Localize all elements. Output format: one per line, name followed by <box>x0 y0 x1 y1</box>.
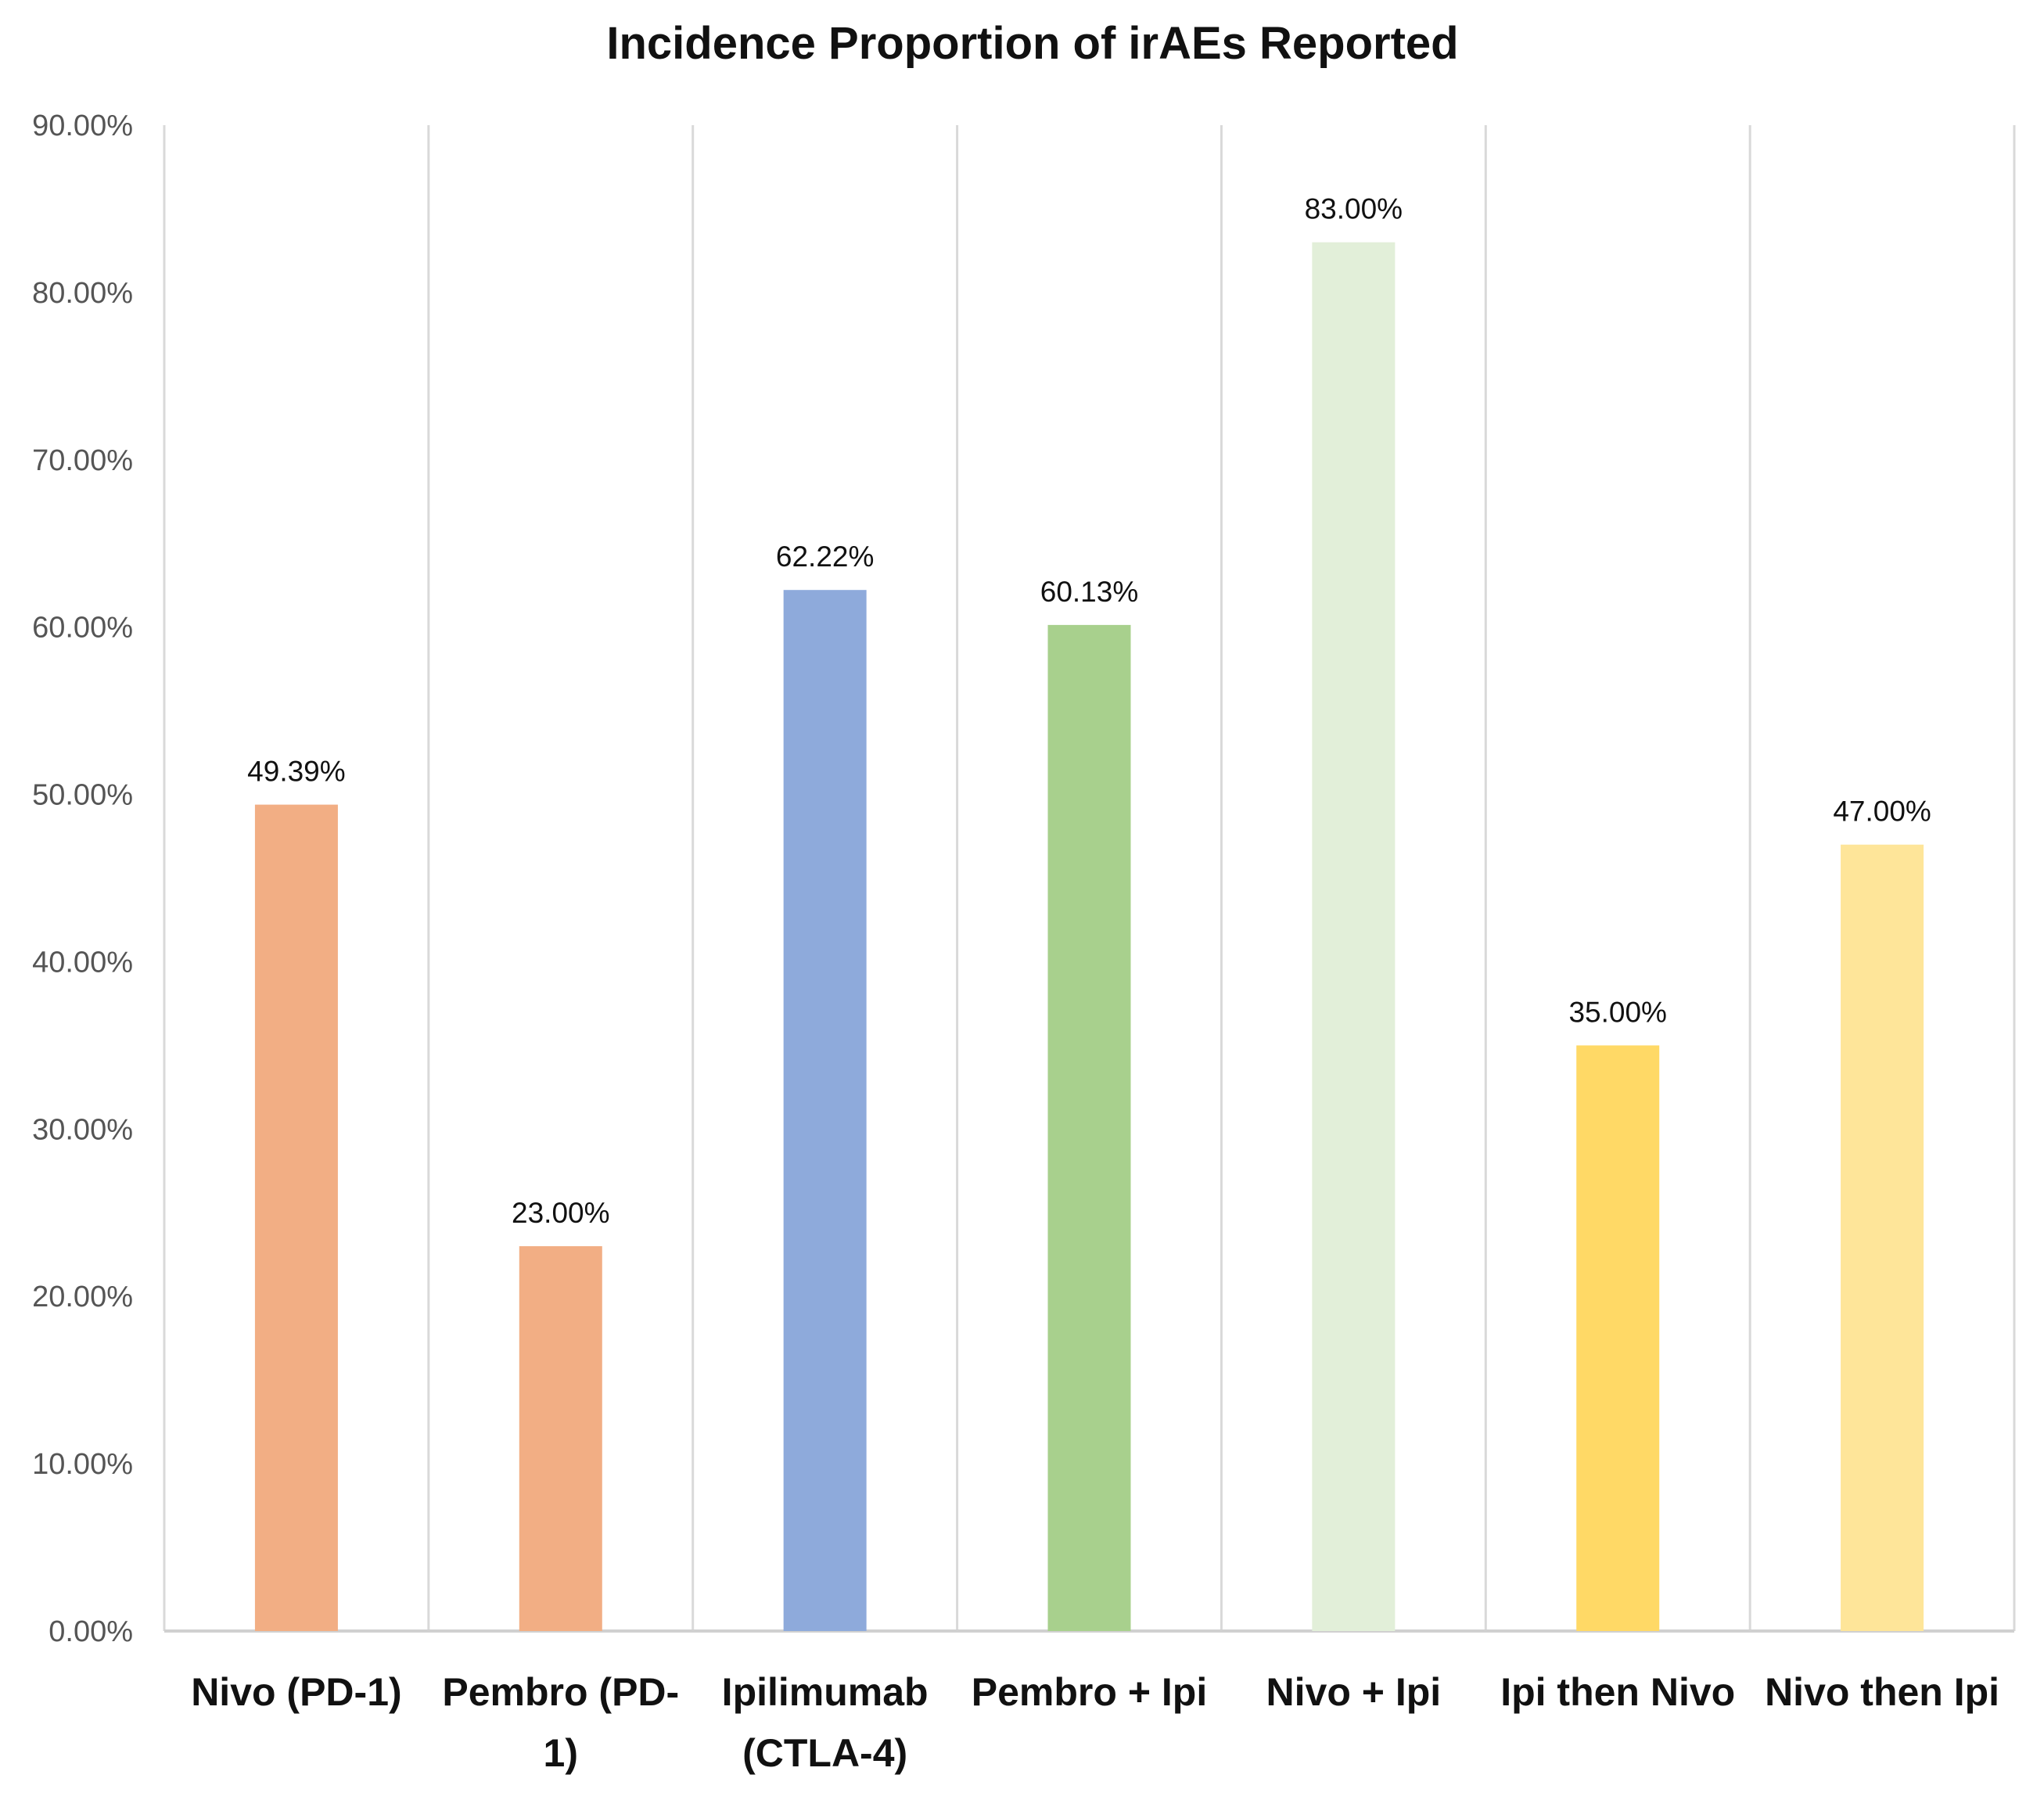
data-label: 23.00% <box>512 1197 610 1229</box>
x-tick-label-line: Nivo + Ipi <box>1266 1670 1442 1714</box>
ytick-layer: 0.00% 10.00% 20.00% 30.00% 40.00% 50.00% 60.00… <box>32 110 133 1648</box>
x-tick-label-line: Ipi then Nivo <box>1500 1670 1735 1714</box>
bar <box>1047 624 1131 1631</box>
y-tick-label: 30.00% <box>32 1113 133 1146</box>
x-tick-label-line: 1) <box>544 1731 578 1775</box>
x-tick-label: Nivo (PD-1) <box>191 1670 401 1714</box>
bar <box>519 1246 602 1631</box>
y-tick-label: 70.00% <box>32 444 133 477</box>
x-tick-label-line: Pembro (PD- <box>442 1670 679 1714</box>
x-tick-label: Nivo + Ipi <box>1266 1670 1442 1714</box>
xtick-layer: Nivo (PD-1) Pembro (PD- 1) Ipilimumab (CTLA-… <box>191 1670 1999 1775</box>
x-tick-label: Ipi then Nivo <box>1500 1670 1735 1714</box>
y-tick-label: 40.00% <box>32 946 133 979</box>
data-label: 60.13% <box>1040 576 1139 608</box>
bar <box>254 804 338 1631</box>
x-tick-label: Nivo then Ipi <box>1765 1670 1999 1714</box>
x-tick-label-line: Ipilimumab <box>722 1670 929 1714</box>
grid-layer <box>163 125 2016 1631</box>
x-tick-label: Ipilimumab (CTLA-4) <box>722 1670 929 1775</box>
x-tick-label-line: Pembro + Ipi <box>972 1670 1207 1714</box>
y-tick-label: 80.00% <box>32 277 133 310</box>
y-tick-label: 90.00% <box>32 110 133 142</box>
x-tick-label: Pembro (PD- 1) <box>442 1670 679 1775</box>
bar <box>1841 844 1924 1631</box>
x-tick-label: Pembro + Ipi <box>972 1670 1207 1714</box>
y-tick-label: 50.00% <box>32 779 133 812</box>
data-label: 47.00% <box>1833 796 1931 828</box>
data-label: 49.39% <box>247 756 346 788</box>
bar <box>783 590 867 1631</box>
y-tick-label: 0.00% <box>48 1615 133 1648</box>
data-label: 83.00% <box>1305 193 1403 225</box>
data-label: 62.22% <box>776 541 875 573</box>
bar <box>1312 242 1396 1632</box>
y-tick-label: 20.00% <box>32 1281 133 1313</box>
x-tick-label-line: Nivo (PD-1) <box>191 1670 401 1714</box>
bar <box>1576 1045 1660 1631</box>
data-label: 35.00% <box>1568 996 1667 1028</box>
x-tick-label-line: (CTLA-4) <box>742 1731 907 1775</box>
label-layer: 49.39% 23.00% 62.22% 60.13% 83.00% 35.00% 47.0… <box>247 193 1931 1229</box>
x-tick-label-line: Nivo then Ipi <box>1765 1670 1999 1714</box>
bar-layer <box>254 242 1924 1632</box>
y-tick-label: 60.00% <box>32 612 133 645</box>
y-tick-label: 10.00% <box>32 1448 133 1481</box>
chart-title: Incidence Proportion of irAEs Reported <box>606 18 1458 69</box>
